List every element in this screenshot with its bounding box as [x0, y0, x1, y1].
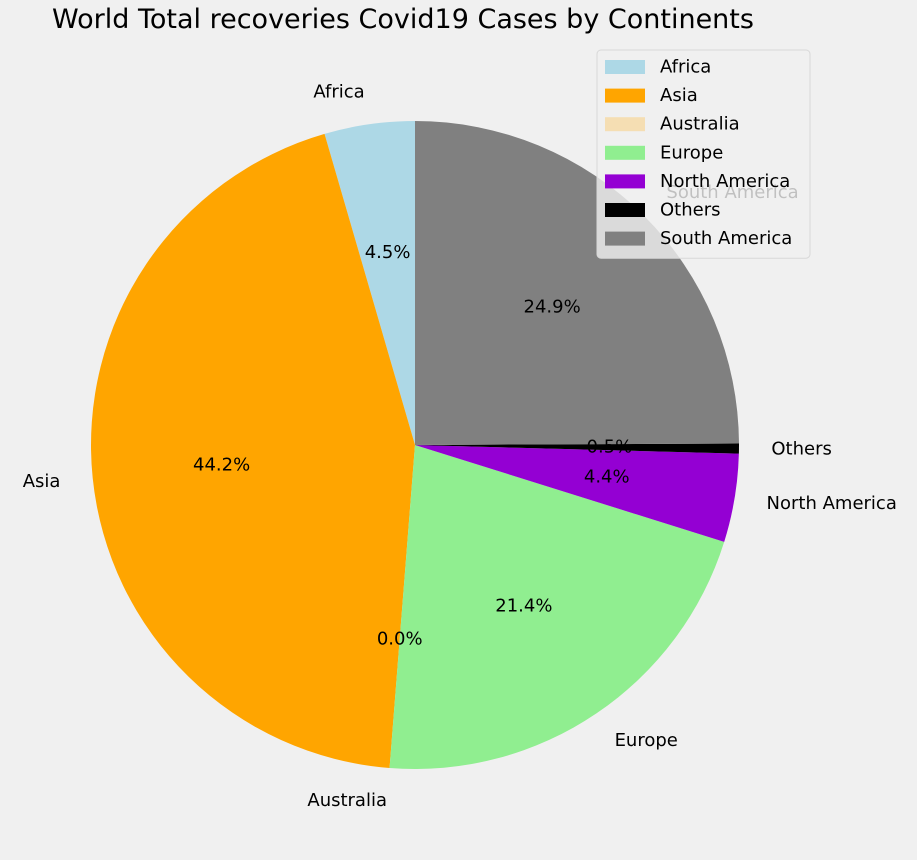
- pie-slice-others: [415, 443, 739, 454]
- legend-label-asia: Asia: [660, 85, 698, 106]
- chart-title: World Total recoveries Covid19 Cases by …: [52, 4, 754, 35]
- slice-percent-africa: 4.5%: [365, 242, 411, 263]
- legend-label-europe: Europe: [660, 142, 723, 163]
- legend-label-south-america: South America: [660, 228, 792, 249]
- slice-percent-others: 0.5%: [587, 437, 633, 458]
- legend-swatch-australia: [605, 117, 645, 132]
- legend-swatch-others: [605, 203, 645, 217]
- slice-percent-asia: 44.2%: [193, 454, 250, 475]
- legend-swatch-asia: [605, 88, 645, 103]
- slice-label-north-america: North America: [767, 493, 897, 514]
- slice-label-africa: Africa: [313, 82, 364, 103]
- pie-slice-asia: [90, 133, 416, 768]
- legend-label-others: Others: [660, 200, 721, 221]
- slice-label-asia: Asia: [23, 471, 61, 492]
- legend-swatch-europe: [605, 145, 645, 160]
- slice-percent-south-america: 24.9%: [524, 297, 581, 318]
- slice-label-others: Others: [771, 438, 832, 459]
- pie-slice-africa: [324, 121, 415, 445]
- legend-label-north-america: North America: [660, 171, 790, 192]
- slice-label-europe: Europe: [615, 730, 678, 751]
- legend-box: [596, 49, 811, 259]
- slice-label-australia: Australia: [307, 790, 387, 811]
- legend-swatch-south-america: [605, 231, 645, 246]
- slice-percent-north-america: 4.4%: [584, 466, 630, 487]
- pie-slice-south-america: [415, 121, 739, 445]
- pie-slice-europe: [389, 445, 725, 769]
- legend-swatch-north-america: [605, 174, 645, 189]
- pie-slice-north-america: [415, 445, 739, 542]
- legend-label-africa: Africa: [660, 57, 711, 78]
- legend-swatch-africa: [605, 60, 645, 74]
- slice-percent-australia: 0.0%: [377, 628, 423, 649]
- slice-percent-europe: 21.4%: [495, 596, 552, 617]
- legend-label-australia: Australia: [660, 114, 740, 135]
